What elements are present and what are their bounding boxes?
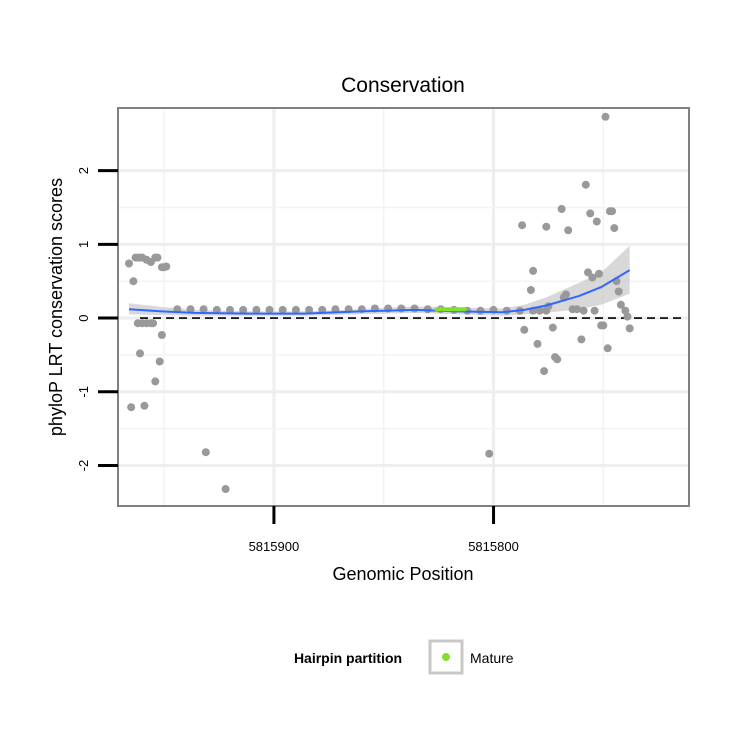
point-86 [603, 344, 612, 353]
point-27 [212, 305, 221, 314]
point-20 [140, 401, 149, 410]
point-2 [127, 403, 136, 412]
point-91 [614, 287, 623, 296]
legend-key-mature-dot [442, 653, 450, 661]
point-71 [564, 226, 573, 235]
point-84 [599, 321, 608, 330]
x-tick-label-1: 5815800 [468, 539, 519, 554]
point-73 [573, 305, 581, 314]
point-81 [592, 217, 601, 226]
point-74 [577, 335, 586, 344]
point-89 [610, 224, 619, 233]
point-57 [520, 325, 529, 334]
point-59 [529, 266, 538, 275]
point-62 [540, 367, 549, 376]
point-60 [533, 339, 542, 348]
point-55 [485, 449, 494, 458]
point-33 [291, 305, 300, 314]
point-58 [526, 286, 535, 294]
point-21 [151, 377, 160, 386]
point-0 [125, 259, 133, 268]
plot-panel [117, 107, 690, 507]
point-26 [199, 305, 208, 314]
point-10 [153, 253, 162, 262]
point-88 [608, 207, 617, 216]
point-56 [518, 221, 527, 230]
point-36 [331, 305, 340, 314]
y-tick-label-0: -2 [76, 460, 91, 472]
chart-title: Conservation [341, 74, 465, 97]
point-76 [581, 180, 590, 189]
point-28 [226, 305, 234, 314]
legend: Hairpin partition Mature [294, 639, 514, 675]
y-tick-label-4: 2 [76, 167, 91, 174]
legend-item-mature: Mature [470, 650, 514, 666]
point-94 [623, 312, 632, 321]
point-42 [410, 304, 419, 313]
point-47 [476, 306, 485, 315]
y-tick-label-1: -1 [76, 386, 91, 398]
point-25 [186, 305, 195, 314]
point-54 [221, 485, 230, 493]
x-axis-title: Genomic Position [332, 564, 473, 584]
point-80 [590, 306, 599, 315]
point-13 [162, 262, 171, 271]
point-63 [542, 222, 551, 231]
point-32 [278, 305, 287, 314]
point-78 [586, 209, 595, 218]
point-19 [136, 349, 144, 358]
panel-border [117, 107, 690, 507]
point-31 [265, 305, 274, 314]
point-79 [588, 273, 597, 282]
point-22 [155, 357, 164, 366]
x-tick-label-0: 5815900 [249, 539, 300, 554]
point-29 [239, 305, 248, 314]
point-82 [595, 269, 603, 278]
legend-title: Hairpin partition [294, 650, 402, 666]
point-92 [616, 300, 625, 309]
point-67 [553, 355, 562, 364]
y-axis: -2 -1 0 1 2 [76, 167, 118, 471]
point-68 [557, 205, 566, 213]
point-70 [562, 290, 570, 299]
point-34 [305, 305, 314, 314]
point-95 [625, 324, 634, 333]
point-75 [579, 306, 588, 315]
point-85 [601, 112, 610, 121]
point-53 [201, 448, 210, 457]
point-43 [423, 305, 432, 314]
y-tick-label-3: 1 [76, 241, 91, 248]
point-1 [129, 277, 138, 286]
x-axis: 5815900 5815800 [249, 506, 519, 554]
y-tick-label-2: 0 [76, 314, 91, 321]
y-axis-title: phyloP LRT conservation scores [46, 178, 66, 436]
point-30 [252, 305, 261, 314]
data-points [125, 112, 634, 493]
point-18 [149, 319, 158, 328]
point-23 [157, 331, 166, 339]
point-65 [548, 323, 557, 332]
point-61 [535, 306, 544, 315]
